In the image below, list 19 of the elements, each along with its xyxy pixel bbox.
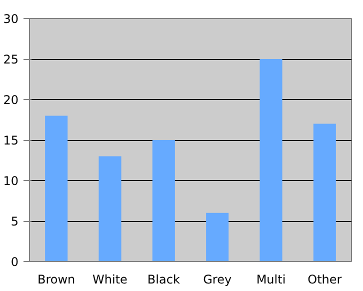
- bar: [206, 212, 229, 262]
- y-tick-label: 25: [3, 52, 19, 66]
- bar: [45, 116, 68, 262]
- bar: [260, 59, 282, 262]
- y-tick-label: 15: [3, 134, 19, 148]
- bar: [98, 156, 122, 262]
- y-tick-label: 10: [3, 174, 19, 188]
- y-tick-label: 5: [10, 214, 19, 228]
- bar: [313, 124, 336, 262]
- bar: [152, 140, 175, 262]
- x-tick-label: Brown: [38, 272, 76, 286]
- x-tick-label: Black: [147, 272, 180, 286]
- x-tick-label: Other: [308, 272, 342, 286]
- y-tick-label: 0: [10, 255, 19, 269]
- y-tick-label: 30: [3, 12, 19, 26]
- x-tick-label: White: [92, 272, 128, 286]
- y-tick-label: 20: [3, 93, 19, 107]
- x-tick-label: Grey: [203, 272, 232, 286]
- x-tick-label: Multi: [256, 272, 286, 286]
